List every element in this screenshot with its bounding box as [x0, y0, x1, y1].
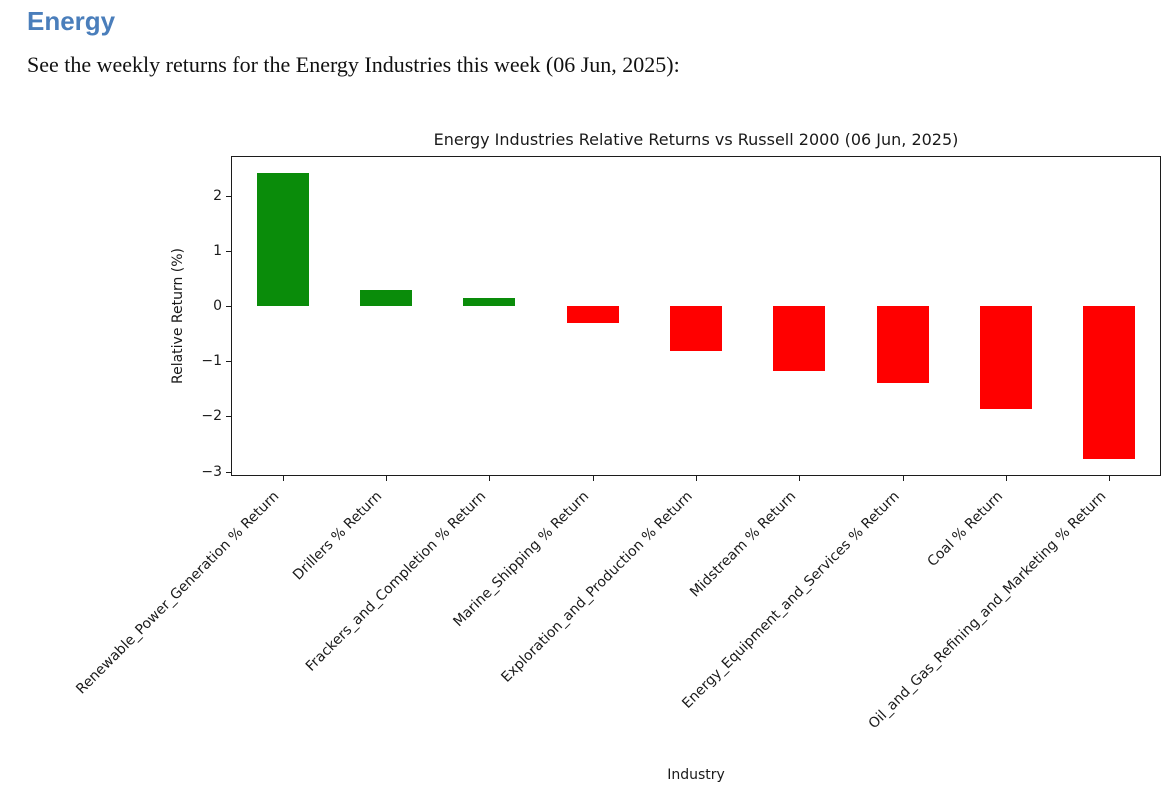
chart-title: Energy Industries Relative Returns vs Ru… — [433, 130, 959, 149]
x-tick — [386, 476, 387, 481]
y-tick-label: 0 — [213, 298, 222, 315]
x-tick-label: Energy_Equipment_and_Services % Return — [678, 488, 903, 712]
x-tick-label: Oil_and_Gas_Refining_and_Marketing % Ret… — [865, 488, 1110, 733]
bar — [876, 306, 929, 384]
y-tick — [226, 471, 231, 473]
x-axis-label: Industry — [667, 767, 725, 783]
y-tick — [226, 195, 231, 197]
y-tick-label: −2 — [201, 408, 222, 425]
x-tick-label: Coal % Return — [923, 488, 1006, 571]
x-tick — [696, 476, 697, 481]
bar — [670, 306, 722, 352]
x-tick-label: Midstream % Return — [686, 488, 800, 601]
bar — [773, 306, 826, 372]
x-tick — [489, 476, 491, 481]
intro-text: See the weekly returns for the Energy In… — [27, 52, 680, 77]
x-tick — [799, 476, 801, 481]
x-tick-label: Drillers % Return — [290, 488, 386, 584]
bar — [360, 289, 412, 307]
y-tick — [226, 306, 231, 308]
y-tick — [226, 361, 231, 363]
y-tick — [226, 416, 231, 418]
x-tick — [902, 476, 904, 481]
x-tick — [1006, 476, 1007, 481]
x-tick-label: Exploration_and_Production % Return — [498, 488, 696, 686]
bar — [256, 172, 309, 307]
bar — [1083, 306, 1136, 459]
bar — [566, 306, 619, 323]
x-tick — [282, 476, 284, 481]
bar — [463, 297, 516, 307]
y-tick-label: 2 — [213, 187, 222, 204]
x-tick-label: Renewable_Power_Generation % Return — [73, 488, 283, 698]
x-tick — [592, 476, 594, 481]
x-tick — [1109, 476, 1111, 481]
page-title: Energy — [27, 6, 116, 36]
bar — [980, 306, 1032, 410]
y-tick-label: −1 — [201, 353, 222, 370]
y-tick-label: −3 — [201, 463, 222, 480]
y-tick-label: 1 — [213, 242, 222, 259]
x-tick-label: Frackers_and_Completion % Return — [302, 488, 490, 675]
y-tick — [226, 250, 231, 252]
